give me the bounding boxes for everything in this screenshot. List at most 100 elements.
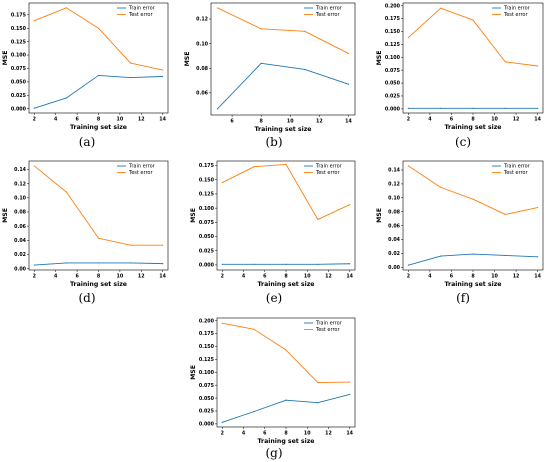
- chart-panel: 2 4 6 8 10 12 14 0.00 0.02 0.04 0.06 0.08 0.10 0.12 0.…: [2, 160, 169, 305]
- legend-train-label: Train error: [315, 321, 343, 327]
- chart-panel: 2 4 6 8 10 12 14 0.000 0.025 0.050 0.075 0.100 0.125…: [190, 160, 356, 305]
- x-tick-label: 10: [304, 274, 311, 280]
- train-error-point: [221, 263, 223, 265]
- plot-frame: [216, 160, 356, 271]
- x-tick-label: 12: [513, 274, 520, 280]
- test-error-point: [221, 181, 223, 184]
- y-tick-label: 0.12: [388, 182, 400, 188]
- y-tick-label: 0.175: [199, 163, 214, 169]
- x-tick-label: 10: [491, 274, 498, 280]
- legend-train-label: Train error: [503, 164, 531, 170]
- plot-frame: [28, 160, 169, 271]
- test-error-point: [65, 7, 68, 9]
- y-tick-label: 0.150: [385, 29, 401, 35]
- x-tick-label: 4: [428, 274, 432, 280]
- legend-train-label: Train error: [503, 6, 531, 12]
- train-error-point: [285, 263, 287, 265]
- y-tick-label: 0.08: [14, 210, 26, 216]
- x-tick-label: 12: [316, 119, 323, 125]
- test-error-point: [349, 204, 351, 206]
- train-error-line: [34, 74, 163, 109]
- x-tick-label: 4: [428, 117, 432, 123]
- train-error-point: [285, 399, 287, 401]
- panel-caption: (c): [455, 135, 471, 149]
- x-tick-label: 6: [263, 274, 267, 280]
- train-error-point: [97, 262, 100, 264]
- y-tick-label: 0.200: [385, 3, 401, 9]
- x-tick-label: 4: [54, 117, 58, 123]
- train-error-point: [260, 62, 262, 64]
- x-tick-label: 8: [260, 119, 264, 125]
- y-tick-label: 0.150: [199, 177, 215, 183]
- test-error-point: [129, 244, 132, 246]
- legend-test-label: Test error: [128, 12, 153, 18]
- y-tick-label: 0.050: [385, 81, 401, 87]
- train-error-point: [162, 75, 164, 78]
- x-tick-label: 12: [138, 274, 145, 280]
- y-tick-label: 0.050: [11, 80, 27, 86]
- x-tick-label: 12: [513, 117, 520, 123]
- x-tick-label: 14: [159, 117, 166, 123]
- test-error-point: [285, 349, 287, 351]
- y-tick-label: 0.100: [199, 370, 215, 376]
- test-error-point: [472, 198, 474, 200]
- legend-train-label: Train error: [128, 164, 156, 170]
- train-error-point: [440, 107, 442, 109]
- y-tick-label: 0.08: [388, 209, 400, 215]
- y-tick-label: 0.12: [14, 181, 26, 187]
- x-tick-label: 10: [304, 431, 311, 437]
- x-tick-label: 12: [138, 117, 145, 123]
- y-tick-label: 0.100: [11, 53, 27, 59]
- train-error-line: [408, 253, 538, 266]
- train-error-point: [407, 264, 409, 266]
- train-error-point: [317, 263, 319, 265]
- x-tick-label: 2: [33, 274, 36, 280]
- legend-train-label: Train error: [315, 6, 343, 12]
- test-error-point: [317, 218, 319, 221]
- train-error-point: [347, 83, 350, 85]
- x-tick-label: 8: [471, 117, 475, 123]
- y-tick-label: 0.125: [385, 42, 400, 48]
- y-tick-label: 0.050: [199, 234, 215, 240]
- test-error-point: [216, 7, 219, 9]
- test-error-point: [537, 65, 539, 67]
- test-error-point: [162, 244, 164, 246]
- x-tick-label: 4: [242, 431, 246, 437]
- y-tick-label: 0.02: [14, 252, 26, 258]
- y-tick-label: 0.000: [385, 107, 401, 113]
- y-tick-label: 0.000: [11, 106, 27, 112]
- y-tick-label: 0.02: [388, 251, 400, 257]
- y-tick-label: 0.100: [385, 55, 401, 61]
- x-axis-label: Training set size: [70, 124, 127, 131]
- y-tick-label: 0.025: [199, 248, 214, 254]
- x-tick-label: 2: [33, 117, 36, 123]
- y-tick-label: 0.175: [385, 16, 400, 22]
- y-tick-label: 0.025: [11, 93, 26, 99]
- test-error-line: [34, 165, 163, 246]
- test-error-point: [504, 61, 506, 63]
- x-tick-label: 2: [221, 274, 224, 280]
- x-tick-label: 14: [346, 431, 353, 437]
- x-tick-label: 14: [534, 274, 541, 280]
- train-error-point: [221, 421, 223, 423]
- test-error-point: [33, 20, 35, 22]
- test-error-point: [221, 322, 223, 324]
- x-tick-label: 8: [97, 274, 101, 280]
- panel-caption: (b): [265, 135, 282, 149]
- y-tick-label: 0.00: [14, 266, 26, 272]
- legend-test-label: Test error: [503, 12, 528, 18]
- y-tick-label: 0.06: [196, 91, 208, 97]
- x-tick-label: 4: [242, 274, 246, 280]
- train-error-point: [97, 74, 100, 77]
- x-axis-label: Training set size: [70, 281, 127, 288]
- legend-test-label: Test error: [315, 170, 340, 176]
- x-axis-label: Training set size: [255, 126, 312, 133]
- y-tick-label: 0.14: [14, 167, 26, 173]
- chart-panel: 2 4 6 8 10 12 14 0.000 0.025 0.050 0.075 0.100 0.125…: [376, 2, 544, 149]
- train-error-line: [222, 394, 350, 423]
- y-tick-label: 0.075: [385, 68, 400, 74]
- y-tick-label: 0.08: [196, 66, 208, 72]
- x-tick-label: 6: [450, 117, 454, 123]
- panel-caption: (f): [456, 291, 470, 305]
- legend-train-label: Train error: [128, 6, 156, 12]
